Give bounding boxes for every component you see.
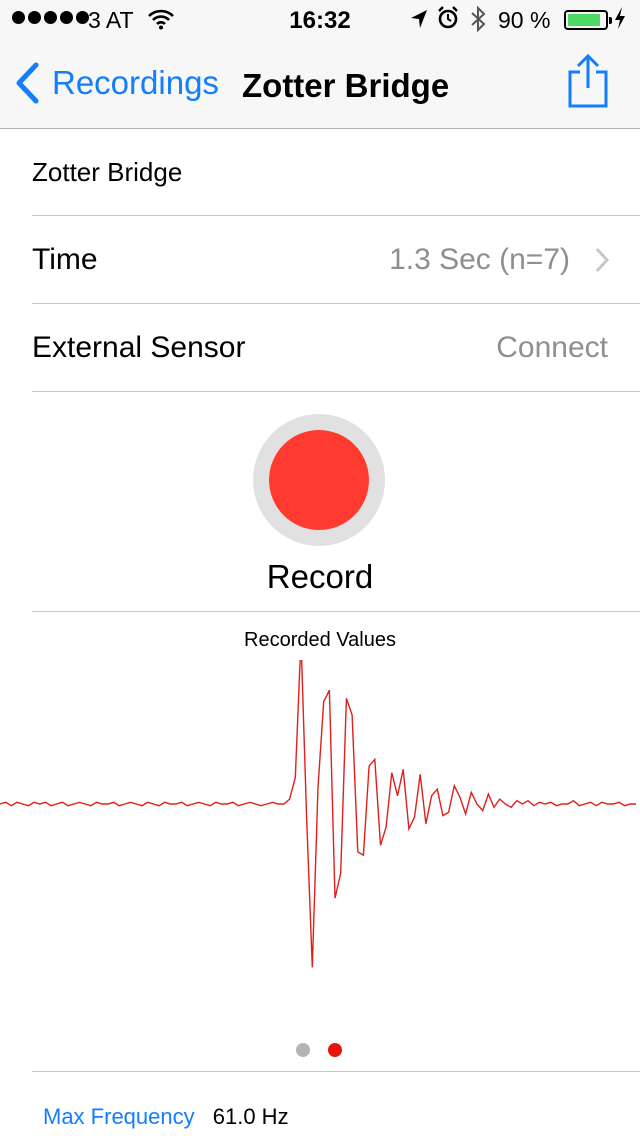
wifi-icon [148, 8, 174, 36]
record-button[interactable] [253, 414, 385, 546]
max-frequency-value: 61.0 Hz [212, 1104, 289, 1129]
max-frequency: Max Frequency 61.0 Hz [43, 1104, 289, 1130]
recorded-values-chart[interactable] [0, 660, 640, 1020]
external-sensor-row: External Sensor Connect [32, 304, 640, 392]
signal-strength-icon [12, 11, 89, 24]
bluetooth-icon [470, 5, 486, 38]
page-title: Zotter Bridge [242, 67, 450, 104]
record-label: Record [266, 558, 374, 595]
recording-name: Zotter Bridge [32, 157, 183, 187]
page-dot[interactable] [328, 1043, 342, 1057]
max-frequency-label: Max Frequency [43, 1104, 195, 1129]
chevron-left-icon [16, 62, 39, 104]
charging-bolt-icon [614, 6, 626, 36]
battery-percent: 90 % [498, 7, 551, 33]
back-button[interactable]: Recordings [14, 62, 219, 104]
carrier-name: 3 AT [88, 7, 134, 33]
time-row[interactable]: Time 1.3 Sec (n=7) [32, 216, 640, 304]
navigation-bar: Recordings Zotter Bridge [0, 40, 640, 129]
connect-button[interactable]: Connect [496, 331, 608, 364]
back-button-label: Recordings [52, 64, 219, 101]
share-icon[interactable] [566, 53, 610, 115]
divider [32, 1071, 640, 1072]
divider [32, 611, 640, 612]
series-line [0, 660, 636, 968]
alarm-icon [437, 6, 459, 36]
external-sensor-label: External Sensor [32, 331, 246, 364]
recording-name-row[interactable]: Zotter Bridge [32, 128, 640, 216]
time-label: Time [32, 243, 98, 276]
record-dot-icon [269, 430, 369, 530]
time-value: 1.3 Sec (n=7) [389, 243, 570, 276]
status-bar: 3 AT 16:32 90 % [0, 0, 640, 40]
page-dot[interactable] [296, 1043, 310, 1057]
location-arrow-icon [410, 8, 428, 35]
chart-title: Recorded Values [244, 629, 396, 651]
chevron-right-icon [594, 246, 610, 279]
battery-icon [564, 10, 612, 30]
page-indicator[interactable] [296, 1043, 342, 1057]
status-time: 16:32 [289, 7, 351, 34]
